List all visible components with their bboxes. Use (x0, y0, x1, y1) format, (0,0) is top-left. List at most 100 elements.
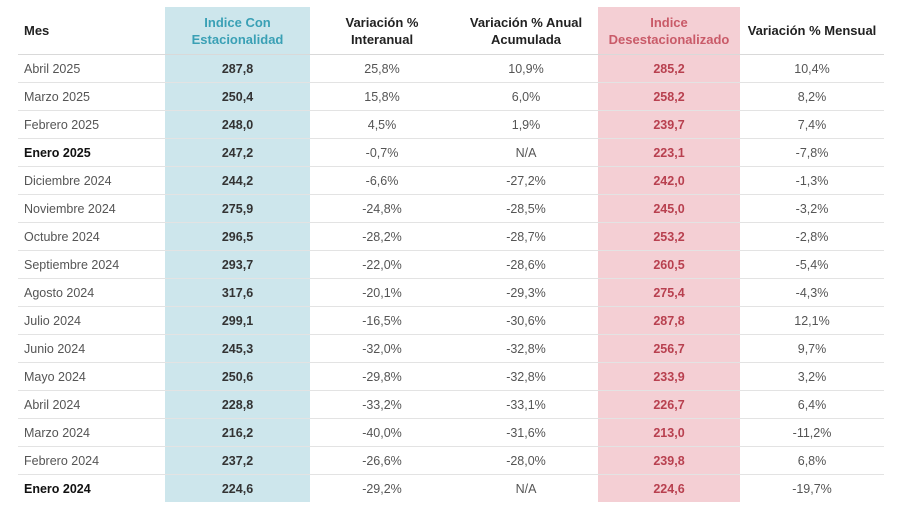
cell-variacion-interanual: -22,0% (310, 250, 454, 279)
index-table: Mes Indice Con Estacionalidad Variación … (18, 7, 884, 502)
cell-indice-con: 250,4 (165, 82, 310, 111)
cell-variacion-interanual: -29,2% (362, 481, 402, 496)
cell-indice-con: 245,3 (165, 334, 310, 363)
cell-indice-desestacionalizado: 242,0 (598, 166, 740, 195)
cell-mes: Septiembre 2024 (18, 250, 165, 279)
cell-variacion-mensual: 10,4% (740, 54, 884, 83)
cell-variacion-anual-acumulada: 1,9% (454, 110, 598, 139)
cell-variacion-mensual: -2,8% (740, 222, 884, 251)
cell-variacion-mensual: -11,2% (740, 418, 884, 447)
cell-variacion-interanual: -40,0% (310, 418, 454, 447)
table-row: Febrero 2025 248,0 4,5% 1,9% 239,7 7,4% (18, 110, 884, 139)
cell-variacion-interanual: -20,1% (310, 278, 454, 307)
cell-indice-desestacionalizado: 213,0 (598, 418, 740, 447)
cell-mes: Diciembre 2024 (18, 166, 165, 195)
cell-variacion-mensual: 6,4% (740, 390, 884, 419)
cell-variacion-anual-acumulada: -28,5% (454, 194, 598, 223)
cell-variacion-interanual: 25,8% (310, 54, 454, 83)
cell-variacion-mensual: 7,4% (740, 110, 884, 139)
cell-variacion-anual-acumulada: 6,0% (454, 82, 598, 111)
cell-indice-desestacionalizado: 224,6 (598, 474, 740, 502)
cell-variacion-mensual: 8,2% (740, 82, 884, 111)
cell-variacion-anual-acumulada: -33,1% (454, 390, 598, 419)
header-variacion-anual-acumulada: Variación % Anual Acumulada (454, 7, 598, 55)
cell-variacion-interanual: 4,5% (310, 110, 454, 139)
cell-mes: Marzo 2024 (18, 418, 165, 447)
cell-variacion-mensual: -4,3% (740, 278, 884, 307)
cell-variacion-interanual: -28,2% (310, 222, 454, 251)
cell-indice-con: 216,2 (165, 418, 310, 447)
cell-mes: Agosto 2024 (18, 278, 165, 307)
cell-indice-con: 228,8 (165, 390, 310, 419)
table-row: Julio 2024 299,1 -16,5% -30,6% 287,8 12,1% (18, 306, 884, 335)
cell-indice-desestacionalizado: 223,1 (598, 138, 740, 167)
table-row: Abril 2025 287,8 25,8% 10,9% 285,2 10,4% (18, 54, 884, 83)
header-row: Mes Indice Con Estacionalidad Variación … (18, 7, 884, 55)
cell-variacion-mensual: 6,8% (740, 446, 884, 475)
cell-variacion-interanual: -26,6% (310, 446, 454, 475)
cell-mes: Octubre 2024 (18, 222, 165, 251)
cell-indice-desestacionalizado: 287,8 (598, 306, 740, 335)
cell-indice-con: 287,8 (165, 54, 310, 83)
cell-indice-desestacionalizado: 253,2 (598, 222, 740, 251)
header-mes: Mes (18, 7, 165, 55)
table-body: Abril 2025 287,8 25,8% 10,9% 285,2 10,4% Marzo… (18, 54, 884, 502)
cell-mes: Noviembre 2024 (18, 194, 165, 223)
table-row: Octubre 2024 296,5 -28,2% -28,7% 253,2 -2,8% (18, 222, 884, 251)
cell-indice-desestacionalizado: 275,4 (598, 278, 740, 307)
cell-indice-con: 293,7 (165, 250, 310, 279)
table-row: Mayo 2024 250,6 -29,8% -32,8% 233,9 3,2% (18, 362, 884, 391)
cell-variacion-mensual: 12,1% (740, 306, 884, 335)
cell-variacion-interanual: -16,5% (310, 306, 454, 335)
cell-variacion-anual-acumulada: -31,6% (454, 418, 598, 447)
cell-mes: Enero 2024 (24, 481, 91, 496)
cell-mes: Enero 2025 (18, 138, 165, 167)
cell-variacion-interanual: -24,8% (310, 194, 454, 223)
table-row: Junio 2024 245,3 -32,0% -32,8% 256,7 9,7% (18, 334, 884, 363)
cell-variacion-mensual: -5,4% (740, 250, 884, 279)
cell-indice-con: 250,6 (165, 362, 310, 391)
cell-indice-con: 296,5 (165, 222, 310, 251)
cell-variacion-anual-acumulada: 10,9% (454, 54, 598, 83)
cell-mes: Abril 2024 (18, 390, 165, 419)
cell-indice-con: 248,0 (165, 110, 310, 139)
cell-variacion-interanual: -29,8% (310, 362, 454, 391)
cell-mes: Abril 2025 (18, 54, 165, 83)
cell-indice-desestacionalizado: 239,7 (598, 110, 740, 139)
table-row: Diciembre 2024 244,2 -6,6% -27,2% 242,0 -1,3% (18, 166, 884, 195)
cell-variacion-anual-acumulada: N/A (515, 481, 537, 496)
cell-variacion-anual-acumulada: -28,7% (454, 222, 598, 251)
header-variacion-interanual: Variación % Interanual (310, 7, 454, 55)
table-row: Abril 2024 228,8 -33,2% -33,1% 226,7 6,4% (18, 390, 884, 419)
cell-indice-desestacionalizado: 226,7 (598, 390, 740, 419)
cell-mes: Marzo 2025 (18, 82, 165, 111)
cell-mes: Febrero 2024 (18, 446, 165, 475)
cell-variacion-interanual: 15,8% (310, 82, 454, 111)
cell-variacion-anual-acumulada: -30,6% (454, 306, 598, 335)
cell-variacion-mensual: -7,8% (740, 138, 884, 167)
cell-indice-desestacionalizado: 285,2 (598, 54, 740, 83)
cell-variacion-mensual: -3,2% (740, 194, 884, 223)
header-indice-con-estacionalidad: Indice Con Estacionalidad (165, 7, 310, 55)
cell-variacion-interanual: -32,0% (310, 334, 454, 363)
table-row: Marzo 2025 250,4 15,8% 6,0% 258,2 8,2% (18, 82, 884, 111)
cell-variacion-interanual: -0,7% (310, 138, 454, 167)
cell-indice-desestacionalizado: 258,2 (598, 82, 740, 111)
cell-indice-con: 247,2 (165, 138, 310, 167)
cell-variacion-anual-acumulada: N/A (454, 138, 598, 167)
cell-variacion-mensual: -19,7% (792, 481, 832, 496)
cell-variacion-anual-acumulada: -27,2% (454, 166, 598, 195)
table-row: Septiembre 2024 293,7 -22,0% -28,6% 260,5 -5,… (18, 250, 884, 279)
cell-variacion-mensual: -1,3% (740, 166, 884, 195)
cell-mes: Febrero 2025 (18, 110, 165, 139)
header-indice-desestacionalizado: Indice Desestacionalizado (598, 7, 740, 55)
cell-variacion-interanual: -6,6% (310, 166, 454, 195)
cell-mes: Junio 2024 (18, 334, 165, 363)
cell-indice-con: 275,9 (165, 194, 310, 223)
cell-variacion-interanual: -33,2% (310, 390, 454, 419)
cell-indice-desestacionalizado: 256,7 (598, 334, 740, 363)
cell-indice-desestacionalizado: 239,8 (598, 446, 740, 475)
cell-variacion-anual-acumulada: -32,8% (454, 362, 598, 391)
cell-variacion-anual-acumulada: -32,8% (454, 334, 598, 363)
